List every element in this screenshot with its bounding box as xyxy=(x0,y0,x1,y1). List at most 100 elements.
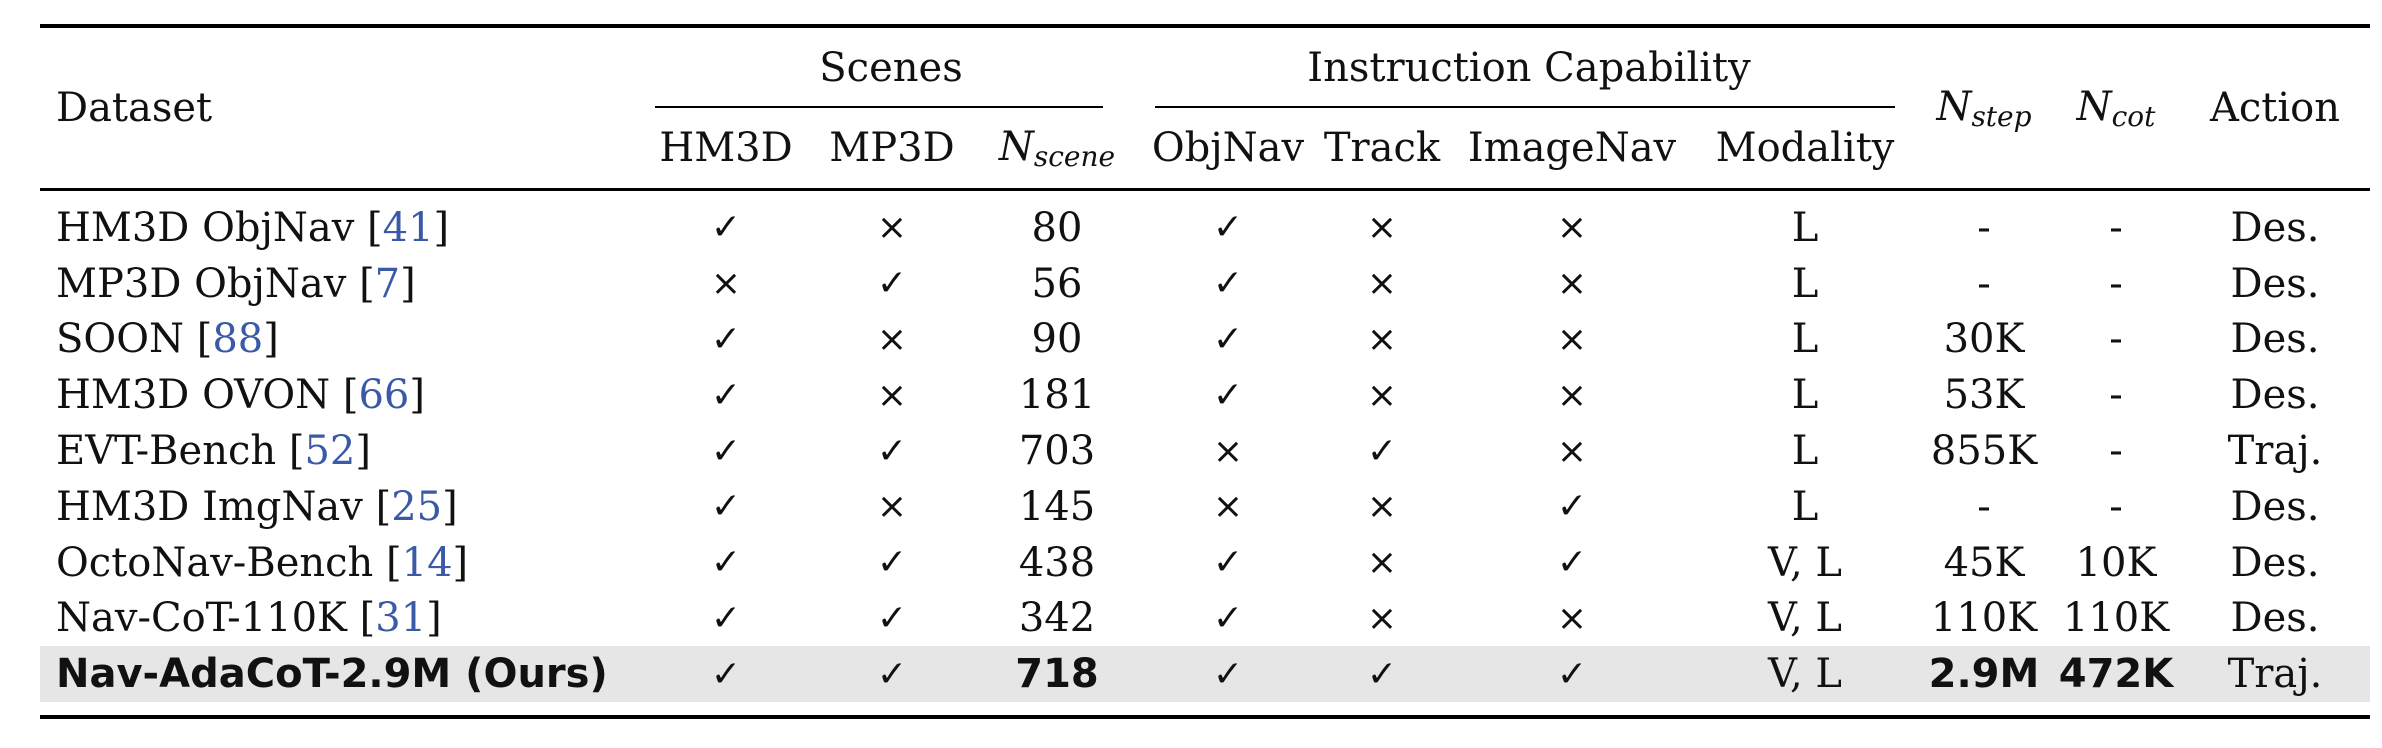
col-track: Track xyxy=(1323,125,1441,171)
cell-nstep: 855K xyxy=(1930,428,2038,475)
col-nscene: Nscene xyxy=(998,123,1116,173)
cell-imagenav: ✓ xyxy=(1450,646,1694,703)
cell-ncot: - xyxy=(2109,260,2123,307)
cell-hm3d: ✓ xyxy=(710,207,742,249)
cell-mp3d: × xyxy=(876,207,908,249)
cell-track: × xyxy=(1366,263,1398,305)
cell-objnav: ✓ xyxy=(1212,263,1244,305)
table-row: Nav-CoT-110K [31] ✓ ✓ 342 ✓ × × V, L 110K 110K Des… xyxy=(40,591,2370,647)
dataset-name: MP3D ObjNav [7] xyxy=(56,260,416,307)
cell-nscene: 56 xyxy=(1031,260,1083,307)
comparison-table: Dataset Scenes Instruction Capability Ns… xyxy=(40,28,2370,703)
table-row: HM3D ObjNav [41] ✓ × 80 ✓ × × L - - Des. xyxy=(40,200,2370,256)
cell-hm3d: ✓ xyxy=(710,597,742,639)
dataset-name: HM3D ImgNav [25] xyxy=(56,483,458,530)
cell-track: ✓ xyxy=(1314,646,1450,703)
citation-link[interactable]: 41 xyxy=(382,204,434,251)
col-group-instruction: Instruction Capability xyxy=(1307,45,1751,91)
cell-track: × xyxy=(1366,597,1398,639)
cell-mp3d: ✓ xyxy=(812,646,972,703)
cell-nscene: 90 xyxy=(1031,316,1083,363)
cell-ncot: - xyxy=(2109,204,2123,251)
cell-action: Des. xyxy=(2230,260,2320,307)
cell-hm3d: ✓ xyxy=(640,646,812,703)
cell-nscene: 703 xyxy=(1018,428,1096,475)
cell-action: Des. xyxy=(2230,372,2320,419)
cell-ncot: 472K xyxy=(2052,646,2180,703)
citation-link[interactable]: 14 xyxy=(401,539,453,586)
cell-nstep: 2.9M xyxy=(1916,646,2052,703)
cell-modality: L xyxy=(1791,372,1819,419)
cell-objnav: × xyxy=(1212,486,1244,528)
cell-action: Traj. xyxy=(2180,646,2370,703)
cell-modality: V, L xyxy=(1768,595,1842,642)
cell-imagenav: ✓ xyxy=(1556,542,1588,584)
cell-mp3d: ✓ xyxy=(876,542,908,584)
citation-link[interactable]: 66 xyxy=(358,372,410,419)
instruction-cmidrule xyxy=(1155,106,1895,108)
cell-action: Des. xyxy=(2230,316,2320,363)
dataset-name: Nav-CoT-110K [31] xyxy=(56,595,442,642)
dataset-name: HM3D OVON [66] xyxy=(56,372,425,419)
cell-imagenav: × xyxy=(1556,263,1588,305)
citation-link[interactable]: 52 xyxy=(304,428,356,475)
cell-ncot: 110K xyxy=(2062,595,2170,642)
cell-imagenav: × xyxy=(1556,597,1588,639)
cell-track: × xyxy=(1366,207,1398,249)
cell-hm3d: ✓ xyxy=(710,318,742,360)
cell-ncot: - xyxy=(2109,372,2123,419)
scenes-cmidrule xyxy=(655,106,1103,108)
cell-nstep: - xyxy=(1977,483,1991,530)
col-imagenav: ImageNav xyxy=(1467,125,1677,171)
citation-link[interactable]: 88 xyxy=(212,316,264,363)
cell-modality: V, L xyxy=(1694,646,1916,703)
cell-imagenav: × xyxy=(1556,318,1588,360)
col-action: Action xyxy=(2210,85,2340,131)
cell-track: ✓ xyxy=(1366,430,1398,472)
cell-objnav: ✓ xyxy=(1212,207,1244,249)
dataset-name: EVT-Bench [52] xyxy=(56,428,371,475)
cell-nscene: 342 xyxy=(1018,595,1096,642)
cell-nstep: 30K xyxy=(1943,316,2025,363)
cell-hm3d: ✓ xyxy=(710,486,742,528)
cell-modality: L xyxy=(1791,483,1819,530)
cell-imagenav: × xyxy=(1556,207,1588,249)
cell-nstep: - xyxy=(1977,204,1991,251)
cell-nscene: 145 xyxy=(1018,483,1096,530)
cell-modality: L xyxy=(1791,260,1819,307)
cell-modality: L xyxy=(1791,204,1819,251)
cell-hm3d: ✓ xyxy=(710,374,742,416)
table-row: HM3D OVON [66] ✓ × 181 ✓ × × L 53K - Des. xyxy=(40,367,2370,423)
cell-modality: L xyxy=(1791,428,1819,475)
citation-link[interactable]: 31 xyxy=(375,595,427,642)
cell-objnav: ✓ xyxy=(1212,374,1244,416)
cell-objnav: ✓ xyxy=(1212,597,1244,639)
cell-objnav: ✓ xyxy=(1212,542,1244,584)
table-row: SOON [88] ✓ × 90 ✓ × × L 30K - Des. xyxy=(40,312,2370,368)
cell-nstep: 45K xyxy=(1943,539,2025,586)
cell-modality: L xyxy=(1791,316,1819,363)
dataset-name: SOON [88] xyxy=(56,316,279,363)
header-rule xyxy=(40,188,2370,191)
col-modality: Modality xyxy=(1715,125,1895,171)
cell-action: Traj. xyxy=(2227,428,2323,475)
cell-imagenav: × xyxy=(1556,430,1588,472)
table-row-ours: Nav-AdaCoT-2.9M (Ours) ✓ ✓ 718 ✓ ✓ ✓ V, L 2.9M 47… xyxy=(40,646,2370,703)
header-row-2: HM3D MP3D Nscene ObjNav Track ImageNav M… xyxy=(40,108,2370,188)
dataset-name: HM3D ObjNav [41] xyxy=(56,204,450,251)
citation-link[interactable]: 7 xyxy=(374,260,401,307)
table-row: EVT-Bench [52] ✓ ✓ 703 × ✓ × L 855K - Traj. xyxy=(40,423,2370,479)
cell-nstep: 53K xyxy=(1943,372,2025,419)
cell-hm3d: × xyxy=(710,263,742,305)
cell-ncot: - xyxy=(2109,428,2123,475)
cell-nscene: 181 xyxy=(1018,372,1096,419)
cell-track: × xyxy=(1366,318,1398,360)
cell-imagenav: × xyxy=(1556,374,1588,416)
cell-ncot: - xyxy=(2109,316,2123,363)
col-nstep: Nstep xyxy=(1936,83,2032,133)
citation-link[interactable]: 25 xyxy=(391,483,443,530)
cell-nstep: 110K xyxy=(1930,595,2038,642)
cell-hm3d: ✓ xyxy=(710,542,742,584)
cell-ncot: 10K xyxy=(2075,539,2157,586)
bottom-rule xyxy=(40,715,2370,719)
